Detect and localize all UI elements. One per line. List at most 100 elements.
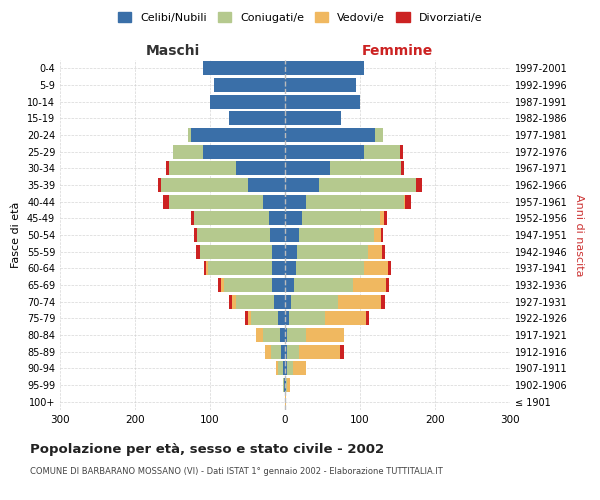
- Bar: [285, 128, 375, 142]
- Bar: [236, 294, 274, 308]
- Bar: [384, 211, 387, 226]
- Text: Femmine: Femmine: [362, 44, 433, 59]
- Bar: [271, 244, 285, 259]
- Bar: [294, 278, 353, 292]
- Bar: [199, 244, 200, 259]
- Bar: [248, 178, 285, 192]
- Bar: [285, 78, 356, 92]
- Bar: [306, 194, 404, 209]
- Bar: [269, 211, 285, 226]
- Bar: [319, 178, 416, 192]
- Bar: [251, 311, 277, 326]
- Bar: [364, 261, 388, 276]
- Bar: [271, 261, 285, 276]
- Bar: [263, 194, 285, 209]
- Bar: [158, 178, 161, 192]
- Bar: [277, 311, 285, 326]
- Bar: [299, 228, 373, 242]
- Bar: [286, 378, 287, 392]
- Bar: [281, 344, 285, 359]
- Bar: [285, 211, 302, 226]
- Bar: [380, 211, 384, 226]
- Bar: [388, 261, 391, 276]
- Bar: [285, 94, 360, 109]
- Bar: [280, 328, 285, 342]
- Bar: [203, 62, 285, 76]
- Bar: [285, 328, 287, 342]
- Bar: [293, 361, 306, 376]
- Bar: [373, 228, 381, 242]
- Bar: [163, 194, 169, 209]
- Bar: [364, 144, 400, 159]
- Bar: [173, 144, 203, 159]
- Bar: [285, 62, 364, 76]
- Bar: [366, 311, 369, 326]
- Text: Popolazione per età, sesso e stato civile - 2002: Popolazione per età, sesso e stato civil…: [30, 442, 384, 456]
- Bar: [400, 144, 403, 159]
- Bar: [214, 78, 285, 92]
- Bar: [263, 328, 280, 342]
- Bar: [302, 211, 380, 226]
- Bar: [218, 278, 221, 292]
- Bar: [382, 244, 385, 259]
- Bar: [287, 328, 306, 342]
- Bar: [285, 244, 297, 259]
- Bar: [291, 294, 337, 308]
- Bar: [353, 278, 386, 292]
- Bar: [191, 128, 285, 142]
- Bar: [271, 344, 281, 359]
- Bar: [285, 344, 287, 359]
- Bar: [306, 328, 343, 342]
- Bar: [386, 278, 389, 292]
- Text: COMUNE DI BARBARANO MOSSANO (VI) - Dati ISTAT 1° gennaio 2002 - Elaborazione TUT: COMUNE DI BARBARANO MOSSANO (VI) - Dati …: [30, 468, 443, 476]
- Bar: [325, 311, 366, 326]
- Bar: [206, 261, 208, 276]
- Bar: [381, 228, 383, 242]
- Legend: Celibi/Nubili, Coniugati/e, Vedovi/e, Divorziati/e: Celibi/Nubili, Coniugati/e, Vedovi/e, Di…: [113, 8, 487, 28]
- Bar: [375, 128, 383, 142]
- Bar: [166, 162, 169, 175]
- Bar: [337, 294, 381, 308]
- Bar: [200, 244, 271, 259]
- Bar: [208, 261, 271, 276]
- Bar: [284, 378, 285, 392]
- Bar: [270, 228, 285, 242]
- Bar: [285, 178, 319, 192]
- Bar: [283, 361, 285, 376]
- Bar: [296, 261, 364, 276]
- Bar: [283, 378, 284, 392]
- Bar: [285, 261, 296, 276]
- Bar: [204, 261, 206, 276]
- Bar: [248, 311, 251, 326]
- Bar: [285, 294, 291, 308]
- Bar: [289, 311, 325, 326]
- Bar: [287, 344, 299, 359]
- Bar: [276, 361, 278, 376]
- Bar: [236, 162, 285, 175]
- Bar: [287, 378, 290, 392]
- Bar: [203, 144, 285, 159]
- Bar: [221, 278, 223, 292]
- Bar: [169, 194, 263, 209]
- Y-axis label: Anni di nascita: Anni di nascita: [574, 194, 584, 276]
- Bar: [285, 278, 294, 292]
- Bar: [285, 378, 286, 392]
- Bar: [265, 344, 271, 359]
- Bar: [245, 311, 248, 326]
- Bar: [169, 162, 236, 175]
- Bar: [297, 244, 368, 259]
- Bar: [229, 294, 232, 308]
- Text: Maschi: Maschi: [145, 44, 200, 59]
- Bar: [256, 328, 263, 342]
- Bar: [161, 178, 248, 192]
- Bar: [285, 228, 299, 242]
- Bar: [232, 294, 236, 308]
- Bar: [210, 94, 285, 109]
- Bar: [368, 244, 382, 259]
- Bar: [381, 294, 385, 308]
- Bar: [278, 361, 283, 376]
- Bar: [191, 211, 193, 226]
- Bar: [416, 178, 422, 192]
- Bar: [404, 194, 405, 209]
- Bar: [197, 228, 270, 242]
